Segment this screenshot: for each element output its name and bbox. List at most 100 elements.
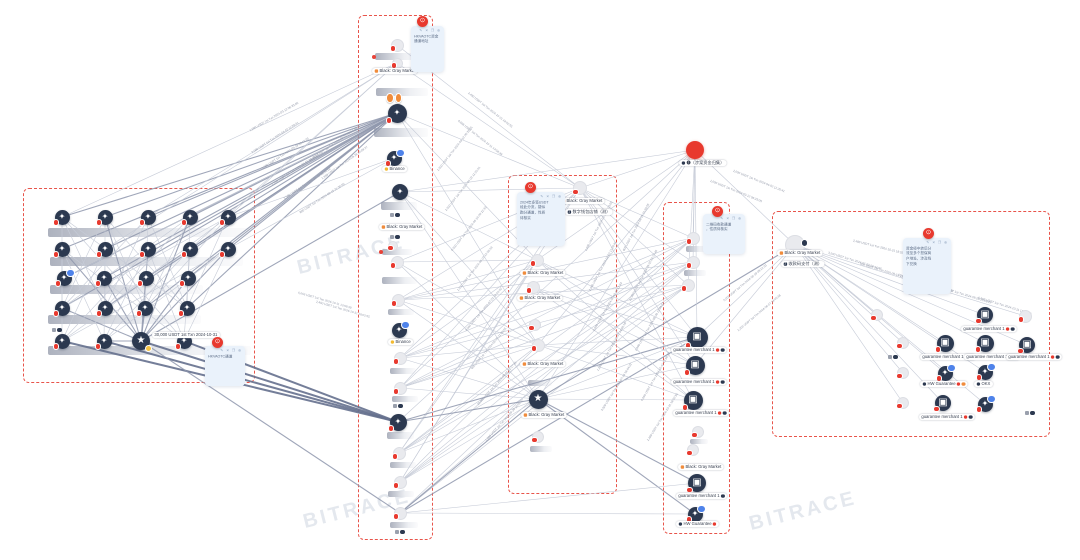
graph-node-G10[interactable]: ✦ <box>685 504 706 523</box>
graph-node-L15[interactable]: ✦ <box>218 209 236 226</box>
graph-node-L42[interactable]: ✦ <box>95 300 113 317</box>
note-pin-icon[interactable]: ⊙ <box>923 228 934 239</box>
graph-node-M7[interactable] <box>387 241 398 251</box>
note-toolbar-icons[interactable]: ✎ ✕ ❐ ⊕ <box>540 195 562 199</box>
graph-node-M9[interactable] <box>390 293 405 307</box>
graph-node-X6[interactable] <box>888 352 898 362</box>
note-toolbar-icons[interactable]: ✎ ✕ ❐ ⊕ <box>220 349 242 353</box>
group-box-5[interactable] <box>772 211 1050 437</box>
graph-node-L13[interactable]: ✦ <box>138 209 156 226</box>
graph-node-M13[interactable]: ✦ <box>387 413 407 432</box>
node-label[interactable]: Black: Gray Market <box>678 464 724 471</box>
graph-node-RGA2[interactable] <box>1017 309 1032 323</box>
annotation-note[interactable]: ✎ ✕ ❐ ⊕ 二维码收款通道 ，性质待核实 <box>703 214 745 254</box>
graph-node-X2[interactable] <box>390 210 400 220</box>
node-label[interactable]: guarantee merchant 1 <box>671 379 727 386</box>
node-label[interactable]: guarantee merchant 1 <box>676 493 728 500</box>
graph-node-RGD1[interactable]: ▣ <box>933 395 951 412</box>
graph-node-L41[interactable]: ✦ <box>52 300 70 317</box>
graph-node-G4[interactable]: ▣ <box>684 326 708 349</box>
note-toolbar-icons[interactable]: ✎ ✕ ❐ ⊕ <box>926 241 948 245</box>
note-pin-icon[interactable]: ⊙ <box>525 182 536 193</box>
graph-node-G1[interactable] <box>685 231 700 245</box>
graph-node-L51[interactable]: ✦ <box>52 333 70 350</box>
node-label[interactable]: HW Guarantee <box>676 521 719 528</box>
graph-node-RGB3[interactable]: ▣ <box>1017 337 1035 354</box>
graph-node-L34[interactable]: ✦ <box>178 270 196 287</box>
graph-node-M6[interactable]: ✦ <box>392 184 408 200</box>
node-label[interactable]: Black: Gray Market <box>777 250 823 257</box>
node-label[interactable]: guarantee merchant 1 <box>919 414 975 421</box>
graph-node-G5[interactable]: ▣ <box>683 355 705 376</box>
node-label[interactable]: 2 收款码支付（测） <box>781 261 825 268</box>
graph-node-X5[interactable] <box>395 527 405 537</box>
graph-node-L52[interactable]: ✦ <box>94 333 112 350</box>
group-box-3[interactable] <box>508 175 617 494</box>
graph-node-RGB1[interactable]: ▣ <box>934 334 954 353</box>
graph-node-L21[interactable]: ✦ <box>52 241 70 258</box>
annotation-note[interactable]: ✎ ✕ ❐ ⊕ 资金经中转后分 流至多个担保商 户地址，涉及线 下兑换 <box>903 238 951 294</box>
node-label[interactable]: guarantee merchant 1 <box>1006 354 1062 361</box>
graph-node-R[interactable] <box>686 141 704 159</box>
node-label[interactable]: Black: Gray Market <box>517 295 563 302</box>
graph-node-L23[interactable]: ✦ <box>138 241 156 258</box>
graph-node-RGB2[interactable]: ▣ <box>974 334 994 353</box>
node-label[interactable]: Black: Gray Market <box>372 68 418 75</box>
graph-node-M16[interactable] <box>392 506 407 520</box>
graph-node-X3[interactable] <box>390 232 400 242</box>
graph-node-C7[interactable] <box>531 431 544 443</box>
graph-node-C5[interactable] <box>530 338 545 352</box>
node-label[interactable]: Black: Gray Market <box>520 361 566 368</box>
note-pin-icon[interactable]: ⊙ <box>212 337 223 348</box>
graph-node-M8[interactable] <box>389 255 404 269</box>
graph-node-C3[interactable] <box>525 280 540 294</box>
graph-node-L44[interactable]: ✦ <box>177 300 195 317</box>
node-label[interactable]: Black: Gray Market <box>379 224 425 231</box>
node-label[interactable]: guarantee merchant 1 <box>673 410 729 417</box>
graph-node-L33[interactable]: ✦ <box>136 270 154 287</box>
graph-node-X4[interactable] <box>393 401 403 411</box>
graph-node-M2[interactable] <box>390 57 403 69</box>
graph-node-M11[interactable] <box>392 351 407 365</box>
graph-node-RGA0[interactable] <box>870 309 883 321</box>
group-box-4[interactable] <box>663 202 730 534</box>
group-box-2[interactable] <box>358 15 433 540</box>
graph-node-L12[interactable]: ✦ <box>95 209 113 226</box>
node-label[interactable]: OKX <box>974 381 993 388</box>
annotation-note[interactable]: ✎ ✕ ❐ ⊕ 2024年多笔USDT 经此分流，疑似 跑分通道，性质 待核实 <box>517 192 565 246</box>
graph-node-L24[interactable]: ✦ <box>180 241 198 258</box>
graph-node-RGA1[interactable]: ▣ <box>975 307 993 324</box>
group-box-1[interactable] <box>23 188 255 383</box>
note-pin-icon[interactable]: ⊙ <box>712 206 723 217</box>
node-label[interactable]: Black: Gray Market <box>559 198 605 205</box>
graph-node-RGC0[interactable] <box>896 367 909 379</box>
graph-node-G3[interactable] <box>680 278 695 292</box>
note-toolbar-icons[interactable]: ✎ ✕ ❐ ⊕ <box>419 29 441 33</box>
graph-node-M3[interactable] <box>386 90 403 107</box>
graph-node-L14[interactable]: ✦ <box>180 209 198 226</box>
node-label[interactable]: 30,000 USDT 1st Txn 2024-10-31 <box>152 332 220 339</box>
graph-node-M14[interactable] <box>391 446 406 460</box>
graph-node-G8[interactable] <box>686 444 699 456</box>
graph-node-X7[interactable] <box>1025 408 1035 418</box>
graph-node-C4[interactable] <box>528 319 541 331</box>
graph-node-G9[interactable]: ▣ <box>686 474 706 493</box>
graph-node-M15[interactable] <box>392 475 407 489</box>
graph-node-RGD2[interactable]: ✦ <box>975 394 996 413</box>
graph-node-RGB0[interactable] <box>896 337 909 349</box>
graph-node-RGD0[interactable] <box>896 397 909 409</box>
note-pin-icon[interactable]: ⊙ <box>417 16 428 27</box>
node-label[interactable]: Binance <box>382 166 408 173</box>
graph-node-RGC1[interactable]: ✦ <box>935 363 956 382</box>
graph-node-C1[interactable] <box>572 181 587 195</box>
annotation-note[interactable]: ✎ ✕ ❐ ⊕ HKVAOTC通道 <box>205 346 245 386</box>
graph-node-LS[interactable]: ★ <box>132 332 152 352</box>
graph-node-M5[interactable]: ✦ <box>384 148 405 167</box>
graph-node-C6[interactable]: ★ <box>528 389 548 409</box>
graph-node-C2[interactable] <box>529 253 544 267</box>
graph-node-G2[interactable] <box>685 255 700 269</box>
node-label[interactable]: guarantee merchant 1 <box>671 347 727 354</box>
graph-node-L11[interactable]: ✦ <box>52 209 70 226</box>
node-label[interactable]: HW Guarantee <box>920 381 968 388</box>
node-label[interactable]: ❶（涉案资金归集） <box>679 160 727 167</box>
